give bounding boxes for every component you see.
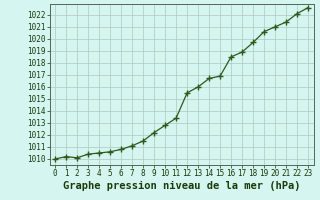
X-axis label: Graphe pression niveau de la mer (hPa): Graphe pression niveau de la mer (hPa) bbox=[63, 181, 300, 191]
